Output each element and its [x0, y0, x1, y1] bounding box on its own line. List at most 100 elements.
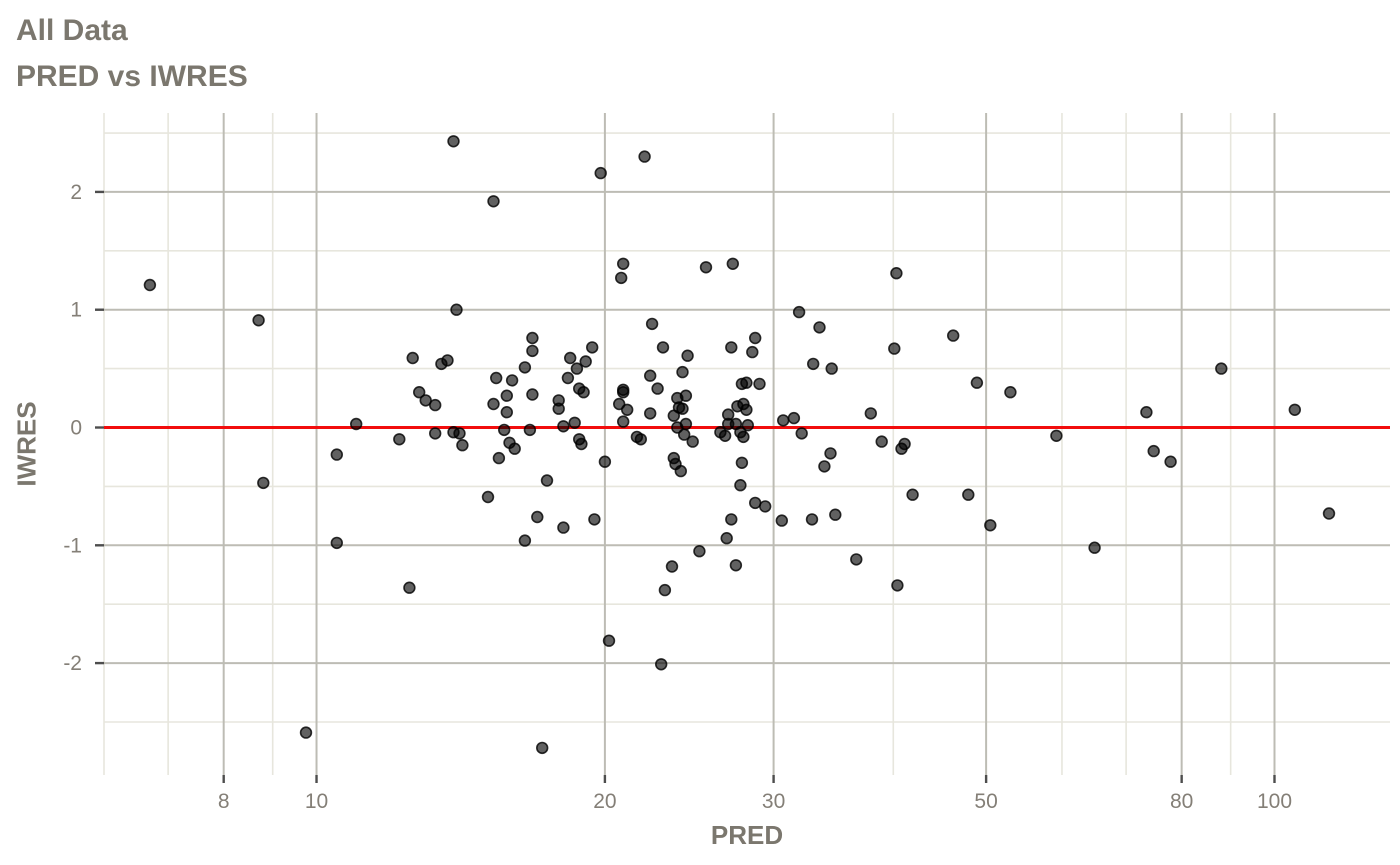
data-point — [725, 513, 738, 526]
data-point — [552, 402, 565, 415]
data-point — [962, 488, 975, 501]
data-point — [748, 496, 762, 510]
y-tick-label: -1 — [63, 534, 82, 557]
plot-title: All Data — [16, 14, 128, 47]
data-point — [824, 447, 837, 460]
x-tick-label: 20 — [593, 790, 616, 813]
data-point — [518, 361, 532, 374]
data-point — [735, 377, 749, 391]
data-point — [257, 476, 270, 490]
data-point — [681, 349, 694, 362]
x-tick-label: 10 — [305, 790, 328, 813]
data-point — [505, 374, 519, 387]
data-point — [579, 355, 592, 368]
data-point — [429, 427, 442, 440]
y-tick-label: 0 — [70, 417, 82, 440]
data-point — [500, 406, 513, 419]
data-point — [875, 435, 888, 448]
data-point — [686, 435, 699, 448]
data-point — [526, 331, 539, 345]
data-point — [720, 531, 733, 545]
data-point — [602, 634, 616, 647]
data-point — [447, 135, 460, 148]
data-point — [737, 430, 750, 444]
data-point — [526, 388, 539, 401]
data-point — [540, 474, 554, 487]
data-point — [946, 329, 960, 342]
data-point — [492, 451, 506, 465]
data-point — [654, 658, 668, 671]
data-point — [1140, 406, 1153, 419]
data-point — [585, 341, 599, 354]
data-point — [523, 423, 537, 437]
data-point — [413, 386, 426, 399]
data-point — [588, 513, 601, 526]
x-tick-label: 50 — [974, 790, 997, 813]
data-point — [748, 331, 762, 345]
data-point — [734, 479, 747, 492]
data-point — [563, 351, 577, 365]
data-point — [1288, 403, 1302, 416]
data-point — [531, 510, 544, 524]
data-point — [1088, 541, 1101, 554]
data-point — [891, 579, 904, 592]
data-point — [776, 414, 790, 427]
data-point — [667, 409, 680, 422]
data-point — [676, 365, 689, 379]
data-point — [829, 508, 842, 521]
data-point — [693, 544, 706, 558]
data-point — [1004, 386, 1017, 399]
data-point — [634, 433, 647, 446]
data-point — [561, 371, 575, 385]
x-tick-label: 30 — [762, 790, 785, 813]
data-point — [643, 407, 657, 420]
data-point — [676, 402, 689, 415]
data-point — [350, 417, 363, 431]
data-point — [535, 741, 549, 755]
data-point — [735, 456, 749, 469]
data-point — [729, 559, 743, 572]
data-point — [740, 403, 753, 416]
data-point — [570, 362, 584, 375]
data-point — [616, 386, 630, 399]
data-point — [403, 581, 416, 594]
data-point — [299, 726, 313, 739]
data-point — [1147, 444, 1160, 458]
data-point — [890, 267, 903, 280]
data-point — [450, 303, 463, 316]
y-tick-label: -2 — [63, 652, 82, 675]
data-point — [252, 314, 265, 327]
data-point — [575, 437, 588, 451]
y-axis-title: IWRES — [11, 401, 42, 487]
data-point — [787, 411, 801, 425]
data-point — [718, 429, 732, 442]
data-point — [753, 377, 766, 391]
data-point — [864, 407, 877, 420]
data-point — [614, 271, 628, 285]
data-point — [330, 536, 343, 550]
data-point — [792, 305, 806, 319]
x-axis-title: PRED — [710, 820, 784, 850]
data-point — [813, 321, 826, 334]
data-point — [508, 442, 521, 455]
data-point — [818, 460, 831, 473]
data-point — [557, 420, 570, 433]
data-point — [658, 583, 672, 597]
data-point — [970, 376, 984, 389]
data-point — [456, 439, 469, 452]
y-tick-label: 1 — [70, 299, 82, 322]
data-point — [406, 351, 419, 365]
data-point — [665, 560, 679, 573]
data-point — [1215, 362, 1228, 375]
data-point — [741, 419, 754, 432]
data-point — [620, 403, 634, 416]
data-point — [557, 521, 570, 534]
data-point — [526, 344, 539, 358]
data-point — [518, 534, 532, 547]
data-point — [674, 464, 687, 478]
data-point — [393, 433, 406, 446]
data-point — [1164, 455, 1177, 468]
data-point — [577, 386, 590, 399]
data-point — [699, 261, 713, 274]
